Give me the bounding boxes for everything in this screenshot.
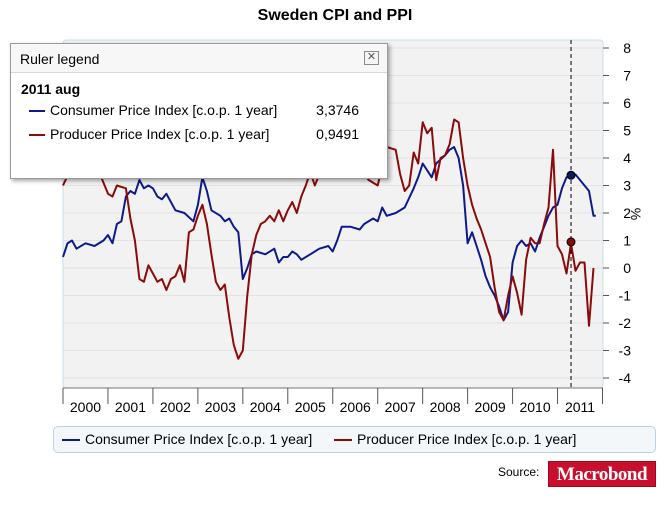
x-tick-label: 2004 (250, 399, 281, 415)
ruler-legend-title: Ruler legend (20, 51, 100, 67)
chart-title: Sweden CPI and PPI (257, 7, 413, 24)
x-tick-label: 2009 (475, 399, 506, 415)
source-label: Source: (498, 465, 540, 479)
ruler-legend-row-ppi: Producer Price Index [c.o.p. 1 year] 0,9… (29, 126, 369, 144)
ppi-swatch-icon (29, 134, 45, 136)
ruler-legend-row-name: Consumer Price Index [c.o.p. 1 year] (50, 102, 278, 118)
y-tick-label: 6 (623, 95, 631, 111)
ruler-point-cpi (566, 170, 576, 180)
y-axis-label: % (628, 208, 644, 220)
legend-item-label: Producer Price Index [c.o.p. 1 year] (357, 431, 577, 447)
ruler-legend-header[interactable]: Ruler legend ✕ (11, 44, 387, 73)
cpi-swatch-icon (29, 110, 45, 112)
ruler-legend-row-value: 0,9491 (316, 126, 359, 142)
y-tick-label: 0 (623, 260, 631, 276)
x-tick-label: 2007 (385, 399, 416, 415)
x-tick-label: 2000 (70, 399, 101, 415)
x-tick-label: 2002 (160, 399, 191, 415)
close-icon[interactable]: ✕ (364, 51, 379, 65)
cpi-series-line (62, 146, 596, 322)
y-tick-label: 1 (623, 233, 631, 249)
cpi-line-icon (62, 439, 80, 441)
legend-item-label: Consumer Price Index [c.o.p. 1 year] (85, 431, 313, 447)
x-tick-label: 2006 (340, 399, 371, 415)
ruler-legend-row-value: 3,3746 (316, 102, 359, 118)
ppi-line-icon (334, 439, 352, 441)
y-tick-label: 5 (623, 123, 631, 139)
ruler-point-ppi (566, 237, 576, 247)
chart-legend: Consumer Price Index [c.o.p. 1 year] Pro… (53, 426, 656, 453)
x-tick-label: 2005 (295, 399, 326, 415)
x-tick-label: 2008 (430, 399, 461, 415)
x-tick-label: 2011 (565, 399, 595, 415)
ruler-legend-date: 2011 aug (21, 81, 81, 97)
y-tick-label: 2 (623, 205, 631, 221)
ruler-legend-row-cpi: Consumer Price Index [c.o.p. 1 year] 3,3… (29, 102, 369, 120)
y-tick-label: 3 (623, 178, 631, 194)
y-tick-label: 4 (623, 150, 631, 166)
x-tick-label: 2010 (519, 399, 550, 415)
y-tick-label: -3 (619, 343, 632, 359)
ruler-legend-row-name: Producer Price Index [c.o.p. 1 year] (50, 126, 270, 142)
x-tick-label: 2001 (115, 399, 146, 415)
y-tick-label: 7 (623, 68, 631, 84)
x-tick-label: 2003 (205, 399, 236, 415)
y-tick-label: -4 (619, 370, 632, 386)
y-tick-label: -2 (619, 315, 632, 331)
y-tick-label: -1 (619, 288, 632, 304)
y-tick-label: 8 (623, 40, 631, 56)
macrobond-logo: Macrobond (548, 461, 656, 487)
ruler-legend-panel[interactable]: Ruler legend ✕ 2011 aug Consumer Price I… (10, 43, 388, 179)
